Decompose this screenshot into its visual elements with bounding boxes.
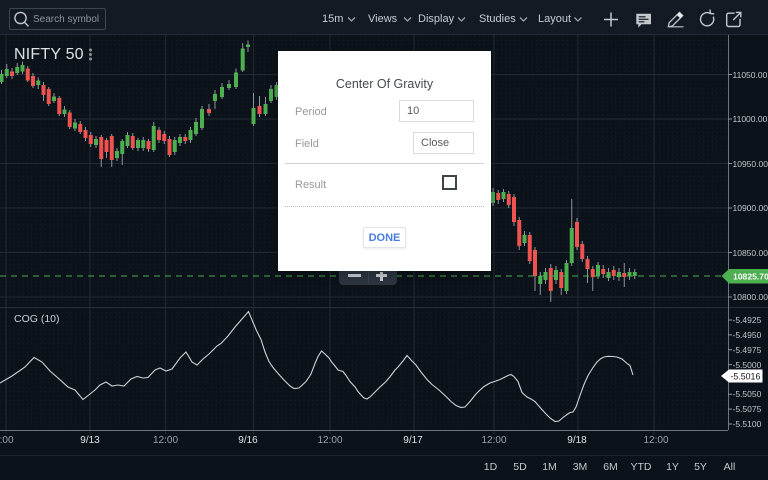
svg-text:10825.70: 10825.70 [733, 272, 768, 282]
svg-text:-5.5016: -5.5016 [731, 372, 761, 382]
